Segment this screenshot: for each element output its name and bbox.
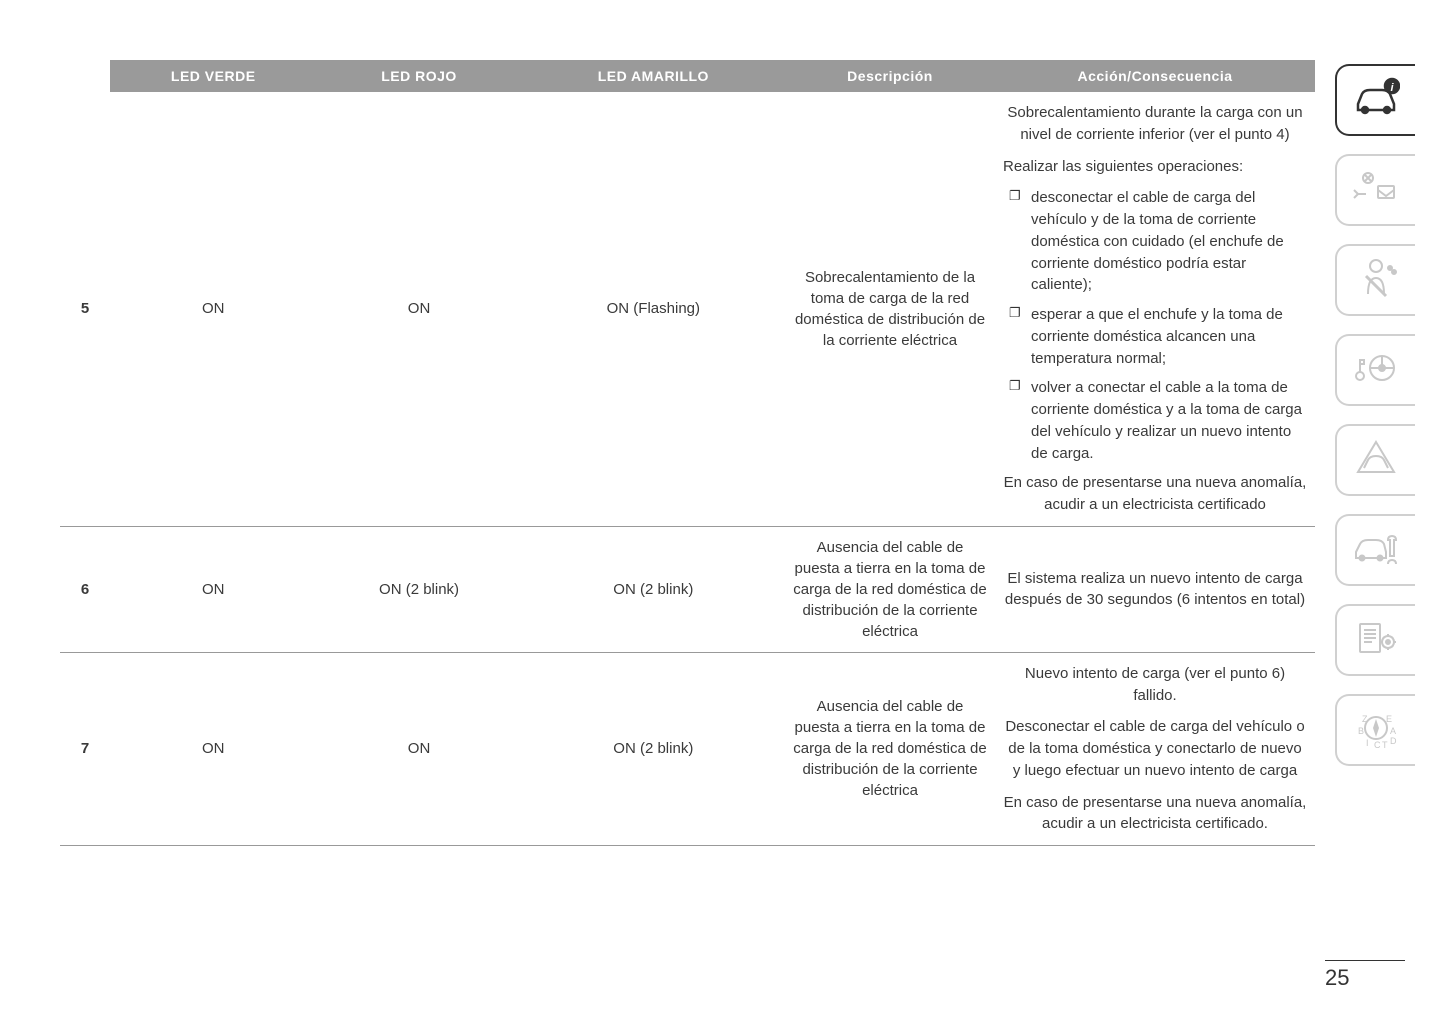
action-intro-2: Realizar las siguientes operaciones: [1003,156,1307,178]
warning-triangle-icon [1352,434,1400,487]
svg-text:A: A [1390,726,1396,736]
tab-starting[interactable] [1335,334,1415,406]
led-rojo-value: ON [316,652,521,845]
svg-text:I: I [1366,738,1369,748]
led-verde-value: ON [110,652,316,845]
page-number: 25 [1325,960,1405,991]
svg-text:D: D [1390,736,1397,746]
led-rojo-value: ON (2 blink) [316,526,521,652]
led-status-table: LED VERDE LED ROJO LED AMARILLO Descripc… [60,60,1315,846]
svg-text:E: E [1386,714,1392,724]
action-text: Nuevo intento de carga (ver el punto 6) … [1003,663,1307,707]
col-descripcion: Descripción [785,60,995,92]
description-cell: Ausencia del cable de puesta a tierra en… [785,526,995,652]
col-led-amarillo: LED AMARILLO [522,60,785,92]
action-bullet-list: desconectar el cable de carga del vehícu… [1003,187,1307,464]
tab-safety[interactable] [1335,244,1415,316]
tab-car-info[interactable]: i [1335,64,1415,136]
table-row: 5 ON ON ON (Flashing) Sobrecalentamiento… [60,92,1315,526]
compass-icon: Z E B A I C T D [1352,704,1400,757]
action-bullet: desconectar el cable de carga del vehícu… [1007,187,1307,296]
svg-text:T: T [1382,740,1388,750]
action-bullet: esperar a que el enchufe y la toma de co… [1007,304,1307,369]
tab-specs[interactable] [1335,604,1415,676]
action-intro-1: Sobrecalentamiento durante la carga con … [1003,102,1307,146]
svg-text:C: C [1374,740,1381,750]
seatbelt-icon [1352,254,1400,307]
led-amarillo-value: ON (2 blink) [522,652,785,845]
col-blank [60,60,110,92]
description-cell: Sobrecalentamiento de la toma de carga d… [785,92,995,526]
table-row: 6 ON ON (2 blink) ON (2 blink) Ausencia … [60,526,1315,652]
action-cell: Nuevo intento de carga (ver el punto 6) … [995,652,1315,845]
row-number: 5 [60,92,110,526]
car-maintenance-icon [1352,524,1400,577]
tab-dashboard[interactable] [1335,154,1415,226]
svg-text:B: B [1358,726,1364,736]
tab-maintenance[interactable] [1335,514,1415,586]
table-header: LED VERDE LED ROJO LED AMARILLO Descripc… [60,60,1315,92]
section-tabs: i [1335,60,1425,846]
action-cell: Sobrecalentamiento durante la carga con … [995,92,1315,526]
led-verde-value: ON [110,526,316,652]
led-amarillo-value: ON (2 blink) [522,526,785,652]
table-row: 7 ON ON ON (2 blink) Ausencia del cable … [60,652,1315,845]
col-led-verde: LED VERDE [110,60,316,92]
led-amarillo-value: ON (Flashing) [522,92,785,526]
dashboard-indicator-icon [1352,164,1400,217]
col-led-rojo: LED ROJO [316,60,521,92]
action-outro: En caso de presentarse una nueva anomalí… [1003,472,1307,516]
row-number: 6 [60,526,110,652]
action-text: Desconectar el cable de carga del vehícu… [1003,716,1307,781]
action-cell: El sistema realiza un nuevo intento de c… [995,526,1315,652]
led-verde-value: ON [110,92,316,526]
description-cell: Ausencia del cable de puesta a tierra en… [785,652,995,845]
col-accion: Acción/Consecuencia [995,60,1315,92]
svg-text:Z: Z [1362,714,1368,724]
action-text: En caso de presentarse una nueva anomalí… [1003,792,1307,836]
tab-index[interactable]: Z E B A I C T D [1335,694,1415,766]
steering-key-icon [1352,344,1400,397]
tab-emergency[interactable] [1335,424,1415,496]
action-bullet: volver a conectar el cable a la toma de … [1007,377,1307,464]
led-rojo-value: ON [316,92,521,526]
row-number: 7 [60,652,110,845]
car-info-icon: i [1352,74,1400,127]
document-gear-icon [1352,614,1400,667]
action-text: El sistema realiza un nuevo intento de c… [1003,568,1307,612]
